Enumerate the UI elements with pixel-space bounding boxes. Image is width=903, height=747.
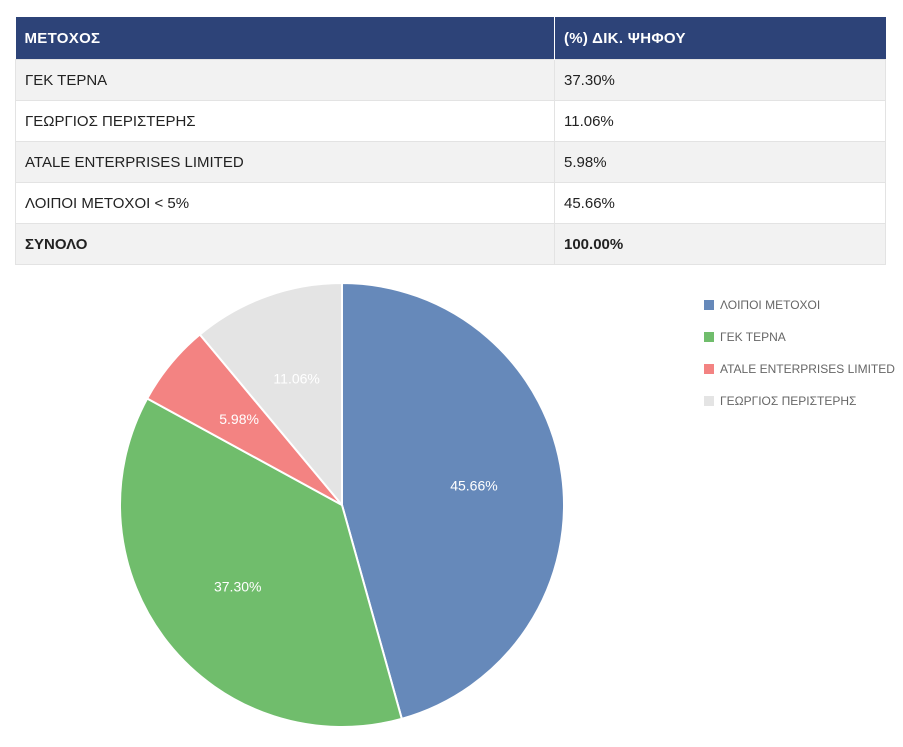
pie-slice bbox=[198, 282, 343, 506]
legend-swatch bbox=[704, 396, 714, 406]
legend-label: ΓΕΚ ΤΕΡΝΑ bbox=[720, 330, 786, 344]
legend-swatch bbox=[704, 300, 714, 310]
table-row: ΛΟΙΠΟΙ ΜΕΤΟΧΟΙ < 5% 45.66% bbox=[15, 182, 886, 224]
slice-data-label: 37.30% bbox=[214, 579, 261, 595]
total-row: ΣΥΝΟΛΟ 100.00% bbox=[15, 223, 886, 265]
legend-label: ΛΟΙΠΟΙ ΜΕΤΟΧΟΙ bbox=[720, 298, 820, 312]
total-label: ΣΥΝΟΛΟ bbox=[15, 223, 555, 265]
table-row: ΓΕΚ ΤΕΡΝΑ 37.30% bbox=[15, 59, 886, 101]
legend-swatch bbox=[704, 364, 714, 374]
shareholder-percent: 45.66% bbox=[554, 182, 886, 224]
table-row: ATALE ENTERPRISES LIMITED 5.98% bbox=[15, 141, 886, 183]
shareholder-percent: 11.06% bbox=[554, 100, 886, 142]
pie-slice bbox=[119, 397, 403, 728]
total-percent: 100.00% bbox=[554, 223, 886, 265]
shareholder-percent: 37.30% bbox=[554, 59, 886, 101]
pie-labels: 45.66% 37.30% 5.98% 11.06% bbox=[214, 370, 498, 594]
shareholder-name: ΓΕΩΡΓΙΟΣ ΠΕΡΙΣΤΕΡΗΣ bbox=[15, 100, 555, 142]
slice-data-label: 45.66% bbox=[450, 478, 497, 494]
shareholder-name: ATALE ENTERPRISES LIMITED bbox=[15, 141, 555, 183]
legend-swatch bbox=[704, 332, 714, 342]
shareholder-name: ΛΟΙΠΟΙ ΜΕΤΟΧΟΙ < 5% bbox=[15, 182, 555, 224]
pie-slices bbox=[119, 282, 565, 728]
table-row: ΓΕΩΡΓΙΟΣ ΠΕΡΙΣΤΕΡΗΣ 11.06% bbox=[15, 100, 886, 142]
pie-slice bbox=[341, 282, 565, 720]
slice-data-label: 5.98% bbox=[219, 411, 259, 427]
shareholders-table: ΜΕΤΟΧΟΣ (%) ΔΙΚ. ΨΗΦΟΥ ΓΕΚ ΤΕΡΝΑ 37.30% … bbox=[15, 17, 886, 265]
shareholder-percent: 5.98% bbox=[554, 141, 886, 183]
table-header-row: ΜΕΤΟΧΟΣ (%) ΔΙΚ. ΨΗΦΟΥ bbox=[15, 17, 886, 60]
header-voting-percent: (%) ΔΙΚ. ΨΗΦΟΥ bbox=[554, 17, 886, 60]
header-shareholder: ΜΕΤΟΧΟΣ bbox=[15, 17, 555, 60]
legend-label: ΓΕΩΡΓΙΟΣ ΠΕΡΙΣΤΕΡΗΣ bbox=[720, 394, 856, 408]
legend-label: ATALE ENTERPRISES LIMITED bbox=[720, 362, 895, 376]
chart-legend: ΛΟΙΠΟΙ ΜΕΤΟΧΟΙ ΓΕΚ ΤΕΡΝΑ ATALE ENTERPRISES… bbox=[704, 298, 895, 408]
slice-data-label: 11.06% bbox=[273, 370, 319, 386]
